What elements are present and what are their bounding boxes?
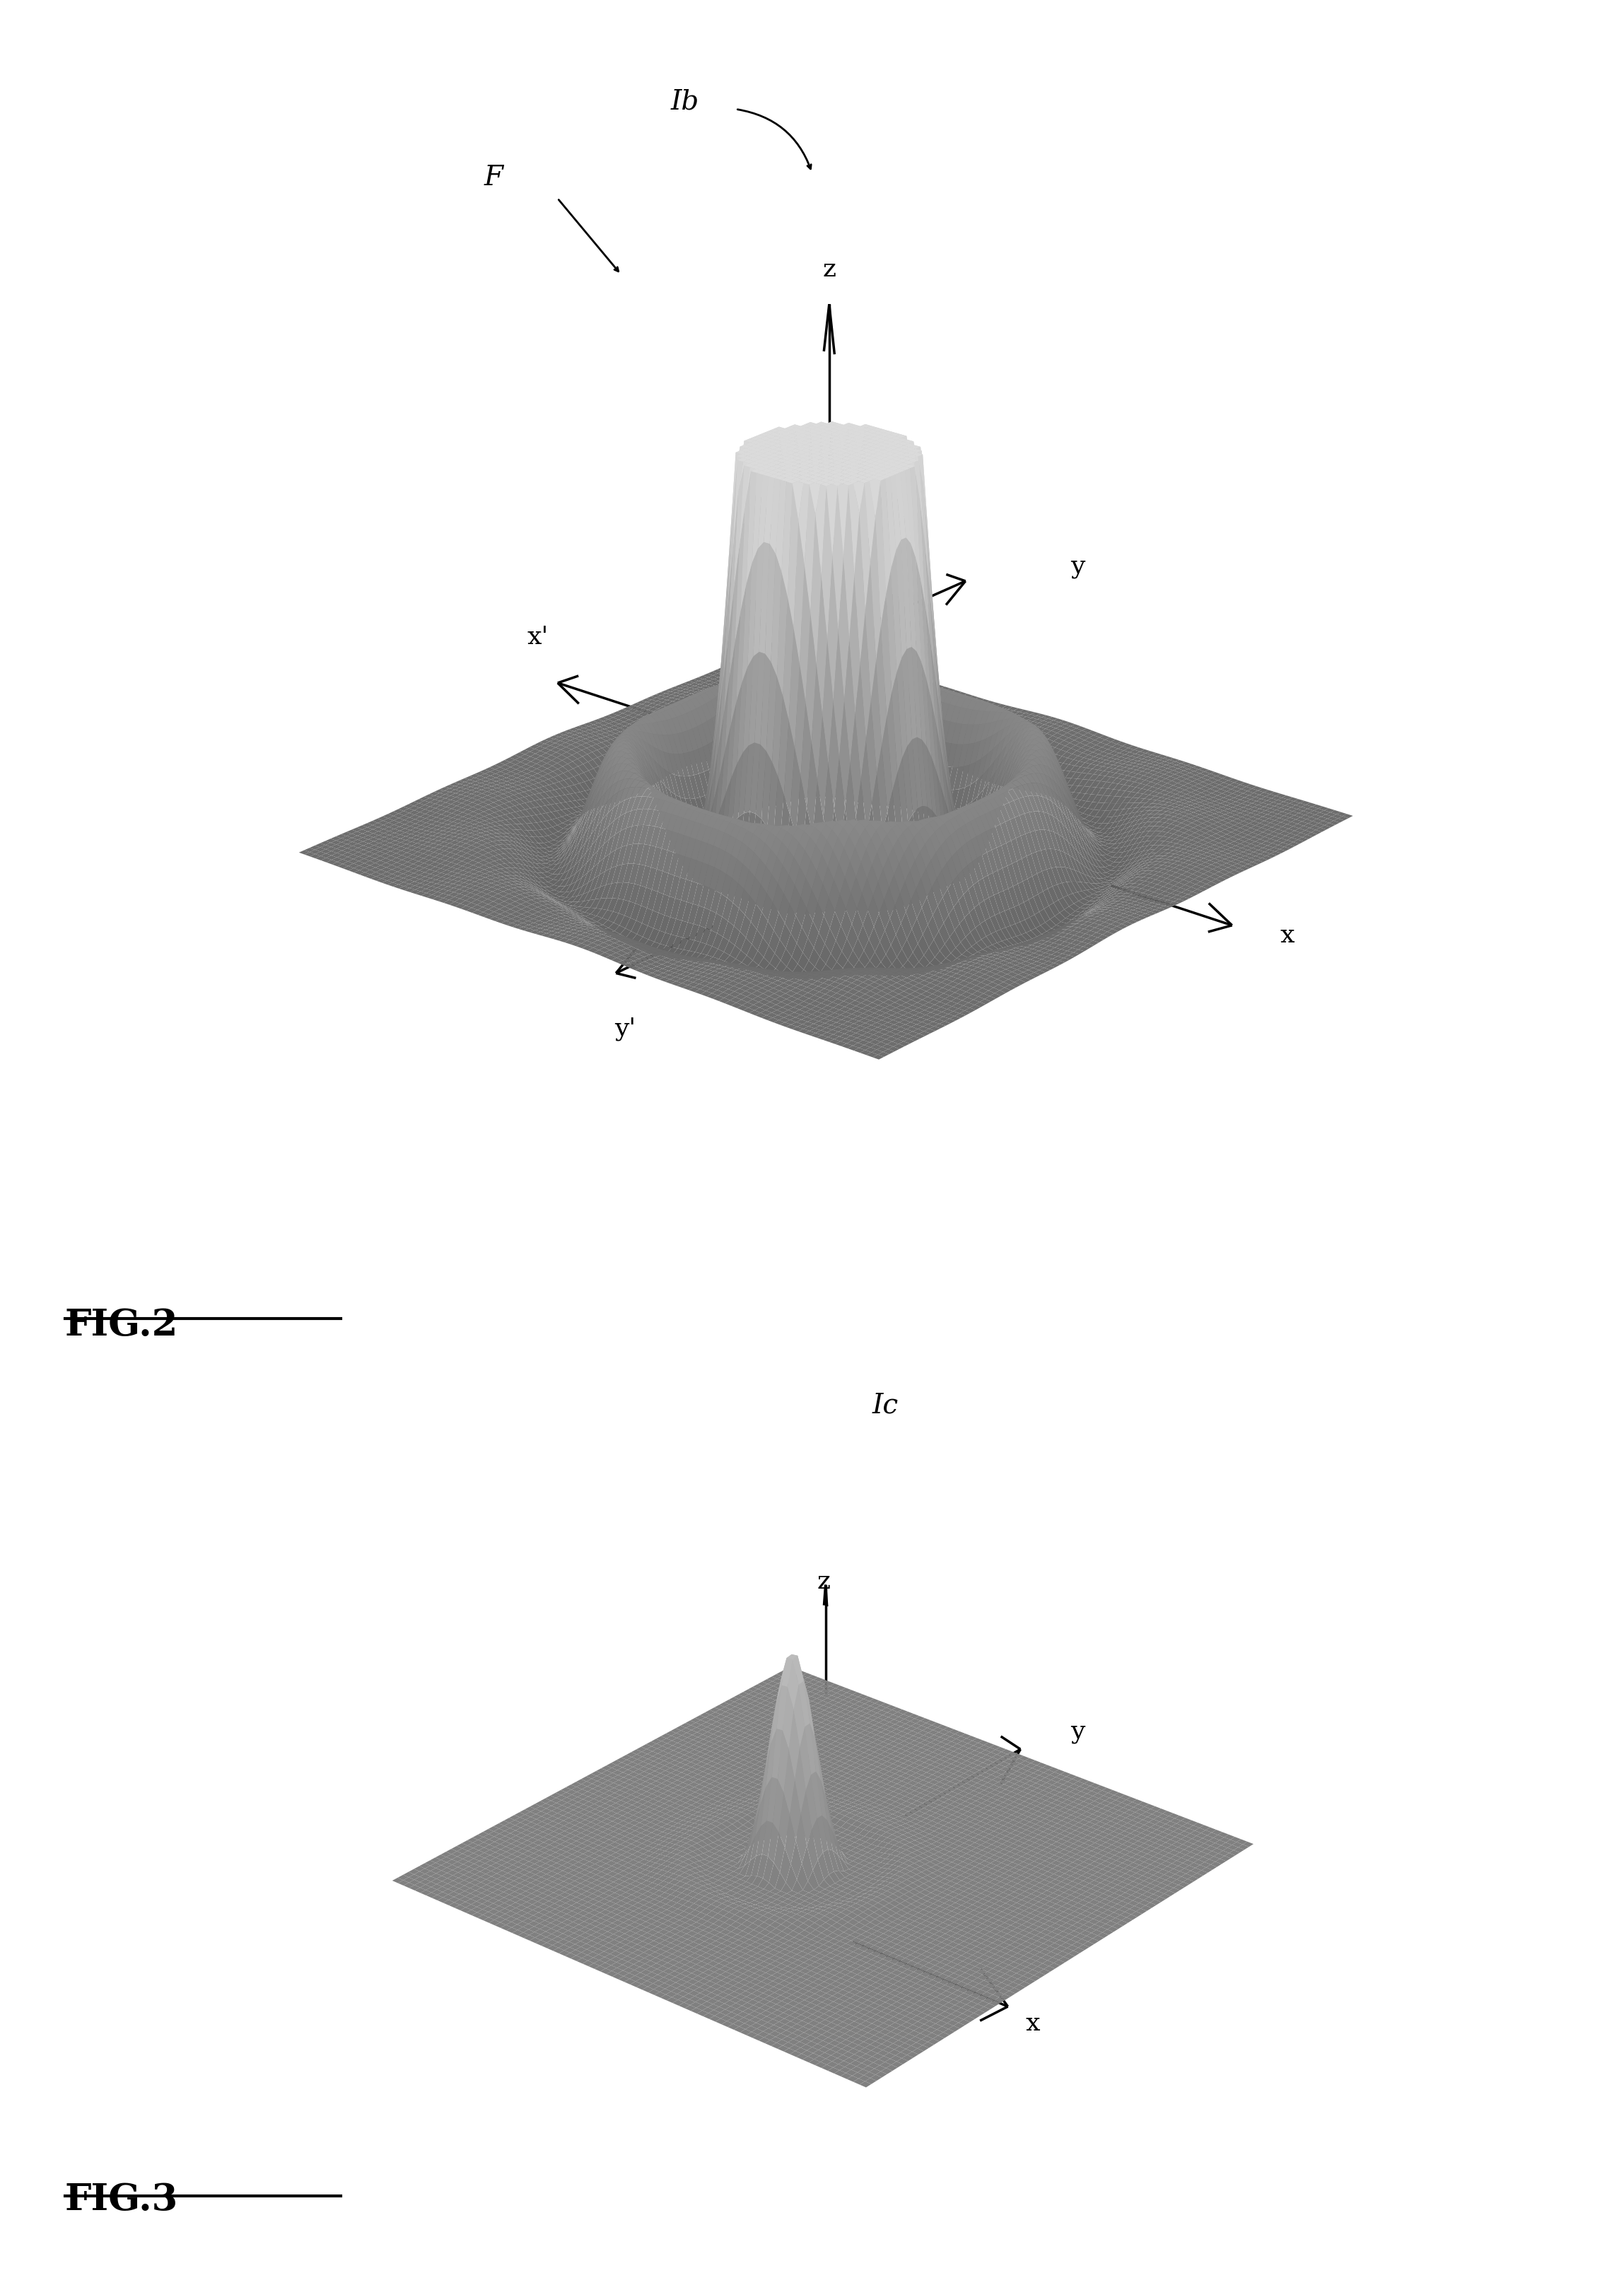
Text: Ib: Ib [671,89,698,114]
Text: FIG.3: FIG.3 [65,2182,179,2218]
Text: F: F [484,166,503,191]
Text: FIG.2: FIG.2 [65,1307,179,1343]
Text: Ic: Ic [872,1393,898,1418]
